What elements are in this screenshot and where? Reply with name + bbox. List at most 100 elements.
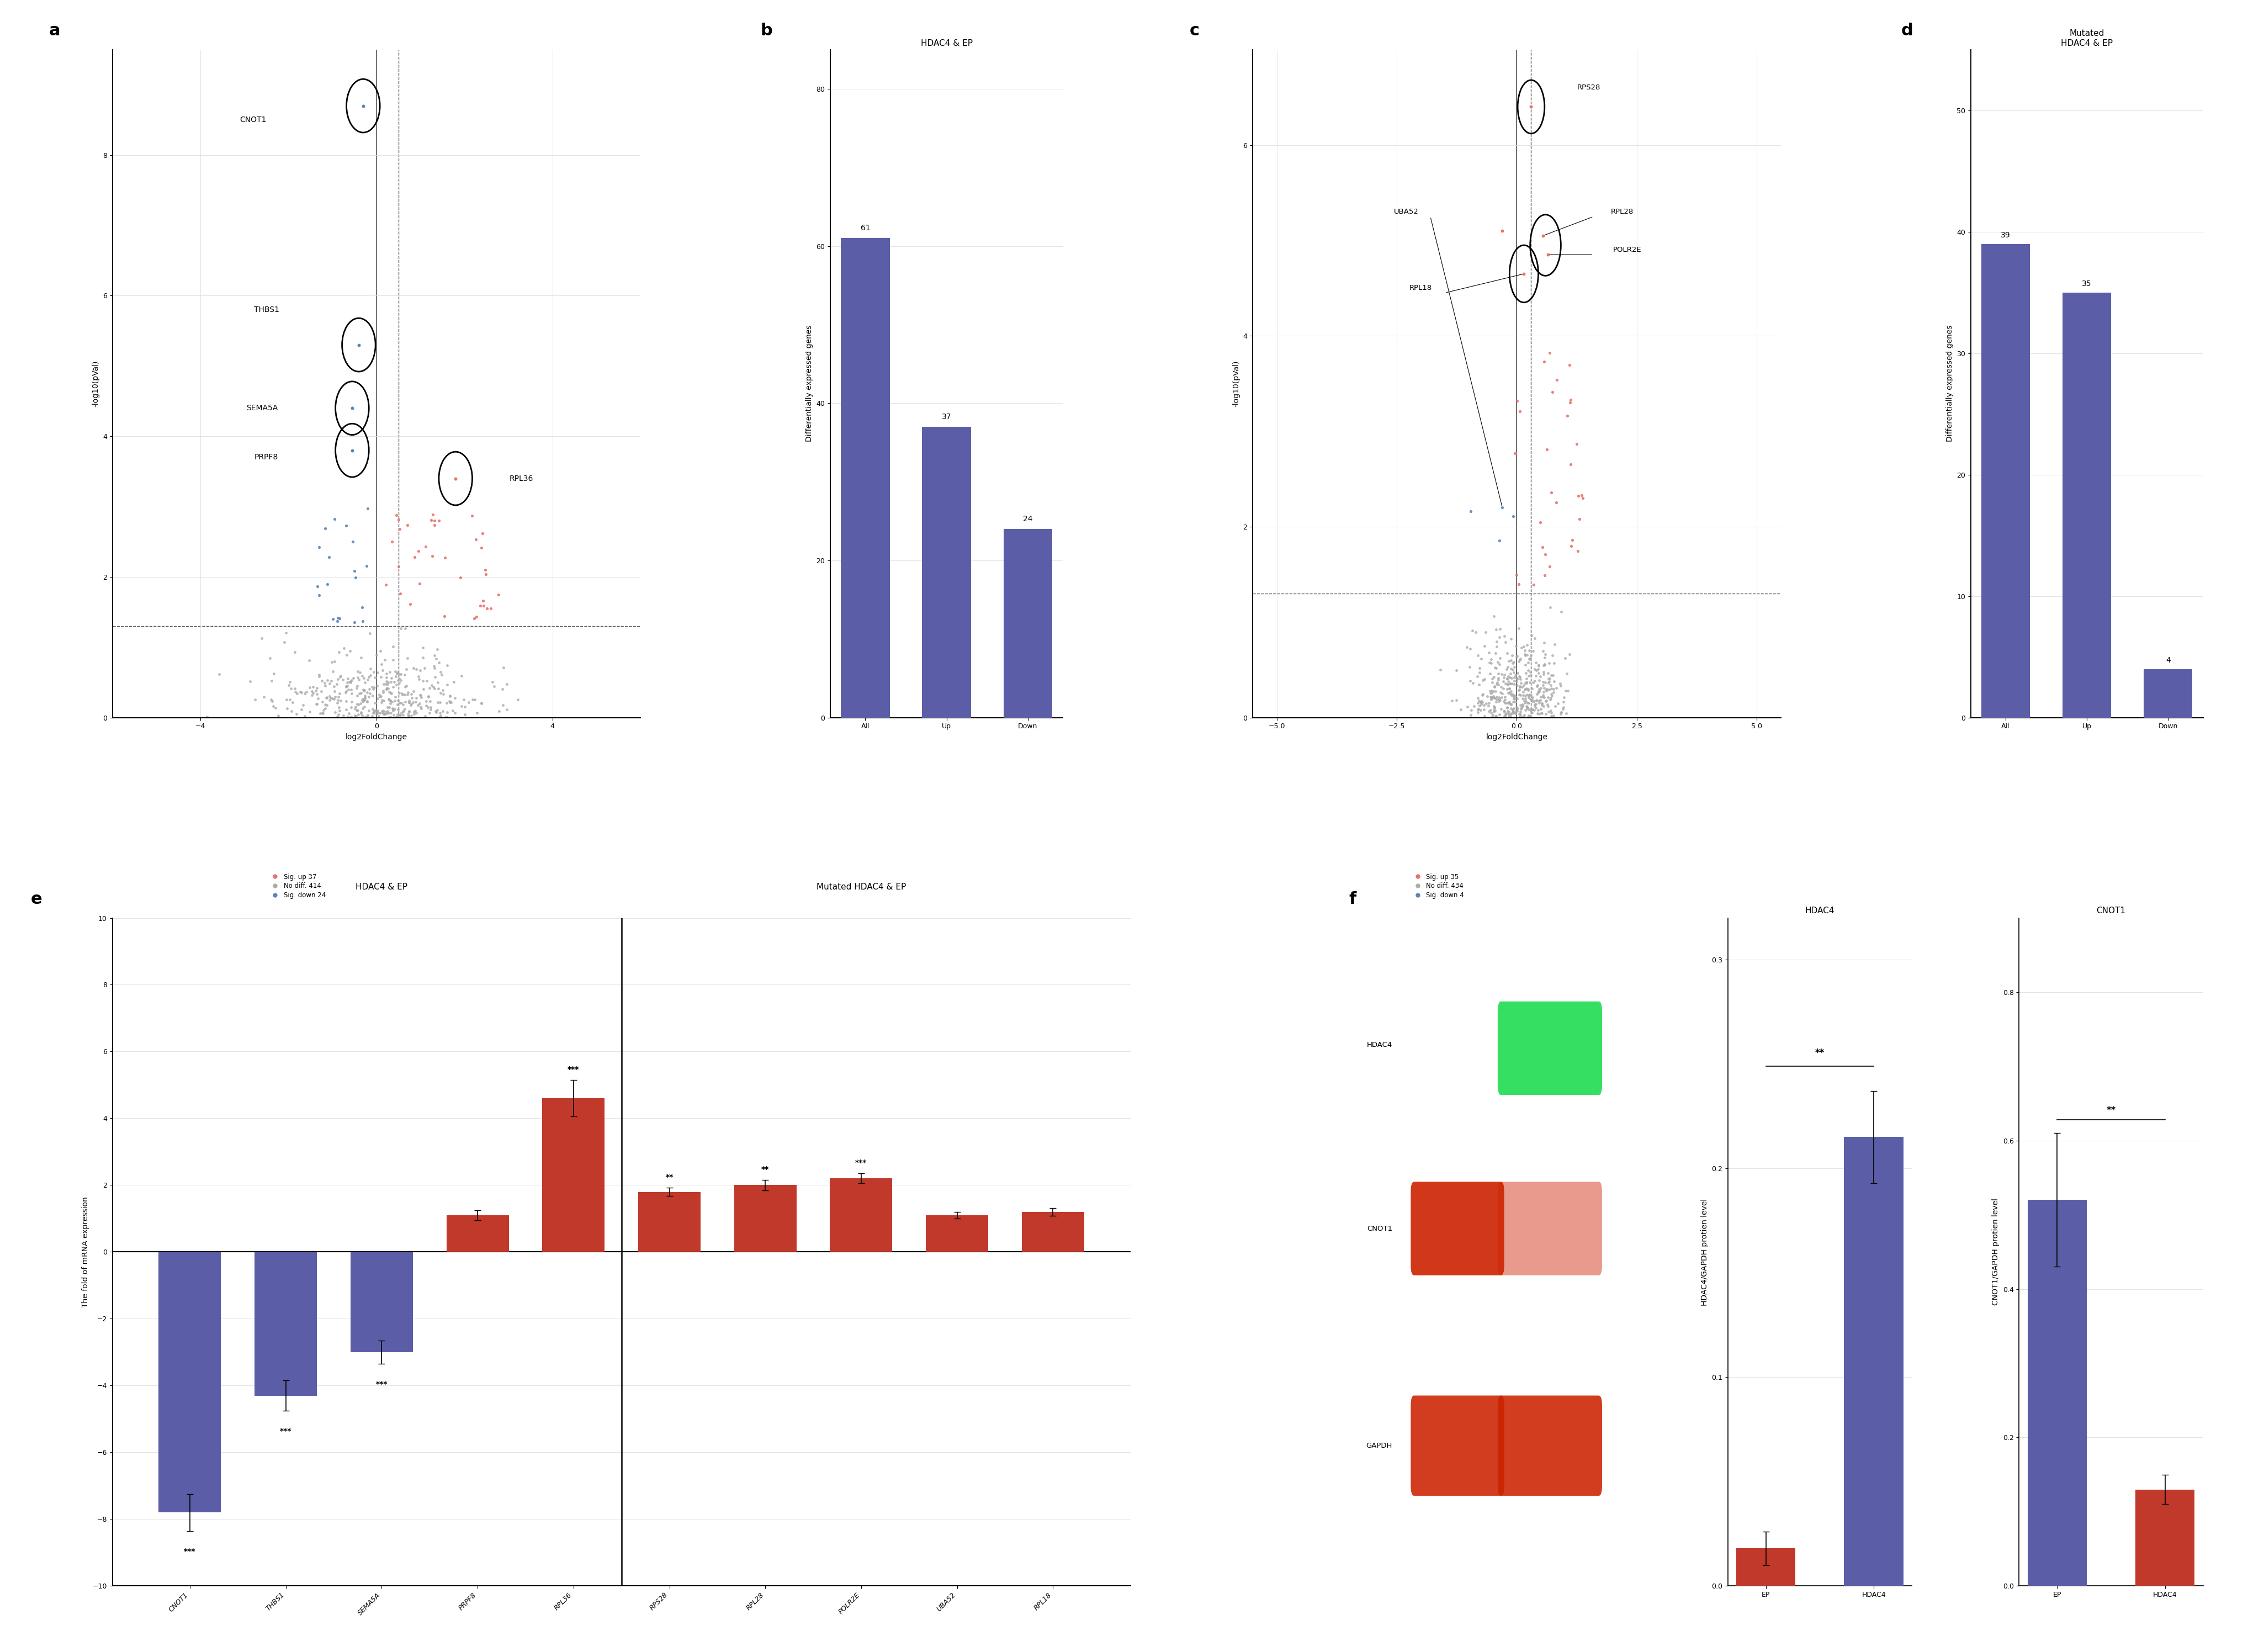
Point — [1513, 644, 1549, 671]
Point — [1524, 699, 1560, 725]
Point — [1502, 674, 1538, 700]
Point — [1486, 687, 1522, 714]
Legend: Sig. up 35, No diff. 434, Sig. down 4: Sig. up 35, No diff. 434, Sig. down 4 — [1409, 871, 1466, 902]
Point — [409, 692, 445, 719]
Point — [409, 667, 445, 694]
Point — [1526, 679, 1562, 705]
Point — [1475, 702, 1511, 729]
Point — [1481, 527, 1517, 553]
Point — [1502, 666, 1538, 692]
Point — [427, 545, 463, 572]
Point — [339, 697, 375, 724]
Point — [310, 667, 346, 694]
Point — [1499, 666, 1535, 692]
Point — [337, 565, 373, 591]
Point — [1526, 651, 1562, 677]
Point — [1553, 451, 1589, 477]
Point — [380, 691, 416, 717]
Point — [366, 700, 402, 727]
Point — [416, 674, 452, 700]
Point — [1533, 697, 1569, 724]
Point — [1551, 641, 1587, 667]
Point — [342, 332, 378, 358]
Point — [344, 702, 380, 729]
Point — [301, 582, 337, 608]
Point — [1511, 702, 1547, 729]
Point — [1490, 676, 1526, 702]
Point — [1484, 679, 1520, 705]
Point — [1515, 695, 1551, 722]
Point — [398, 684, 434, 710]
Point — [1538, 674, 1574, 700]
Point — [1538, 489, 1574, 515]
Bar — [922, 426, 971, 717]
Point — [1461, 692, 1497, 719]
Point — [1547, 694, 1583, 720]
Point — [321, 662, 357, 689]
Point — [321, 681, 357, 707]
Text: CNOT1: CNOT1 — [241, 116, 268, 124]
Point — [337, 557, 373, 583]
Point — [1497, 700, 1533, 727]
Point — [1488, 694, 1524, 720]
Point — [1506, 682, 1542, 709]
Point — [1540, 367, 1576, 393]
Point — [366, 697, 402, 724]
Point — [312, 671, 348, 697]
Point — [328, 695, 364, 722]
Point — [429, 671, 465, 697]
Point — [420, 636, 456, 662]
Point — [346, 687, 382, 714]
Point — [382, 580, 418, 606]
Point — [488, 671, 524, 697]
Point — [1513, 699, 1549, 725]
Point — [1475, 704, 1511, 730]
Point — [364, 687, 400, 714]
Point — [375, 646, 411, 672]
Point — [1493, 671, 1529, 697]
Point — [1547, 677, 1583, 704]
Point — [1526, 661, 1562, 687]
Point — [373, 704, 409, 730]
Point — [1504, 704, 1540, 730]
Point — [1517, 626, 1553, 653]
Point — [1526, 542, 1562, 568]
Point — [274, 689, 310, 715]
Point — [1526, 651, 1562, 677]
Point — [371, 694, 407, 720]
Point — [384, 681, 420, 707]
Point — [1466, 697, 1502, 724]
Point — [423, 699, 459, 725]
Point — [335, 395, 371, 421]
Point — [1529, 691, 1565, 717]
Point — [1515, 669, 1551, 695]
Point — [1506, 653, 1542, 679]
Point — [1479, 689, 1515, 715]
Point — [1526, 659, 1562, 686]
Point — [272, 669, 308, 695]
Point — [1522, 687, 1558, 714]
Point — [1490, 666, 1526, 692]
Point — [411, 687, 447, 714]
Point — [420, 676, 456, 702]
Bar — [2136, 1490, 2194, 1586]
Point — [371, 679, 407, 705]
Point — [301, 686, 337, 712]
Point — [1544, 689, 1580, 715]
Point — [382, 615, 418, 641]
Point — [335, 395, 371, 421]
Point — [1526, 644, 1562, 671]
Point — [1466, 667, 1502, 694]
Point — [1508, 695, 1544, 722]
Point — [411, 682, 447, 709]
Point — [1463, 689, 1499, 715]
Point — [463, 689, 499, 715]
Point — [321, 694, 357, 720]
Point — [1472, 646, 1508, 672]
Point — [393, 702, 429, 729]
Point — [387, 615, 423, 641]
Point — [380, 661, 416, 687]
Point — [1472, 661, 1508, 687]
Point — [1502, 648, 1538, 674]
Point — [378, 687, 414, 714]
